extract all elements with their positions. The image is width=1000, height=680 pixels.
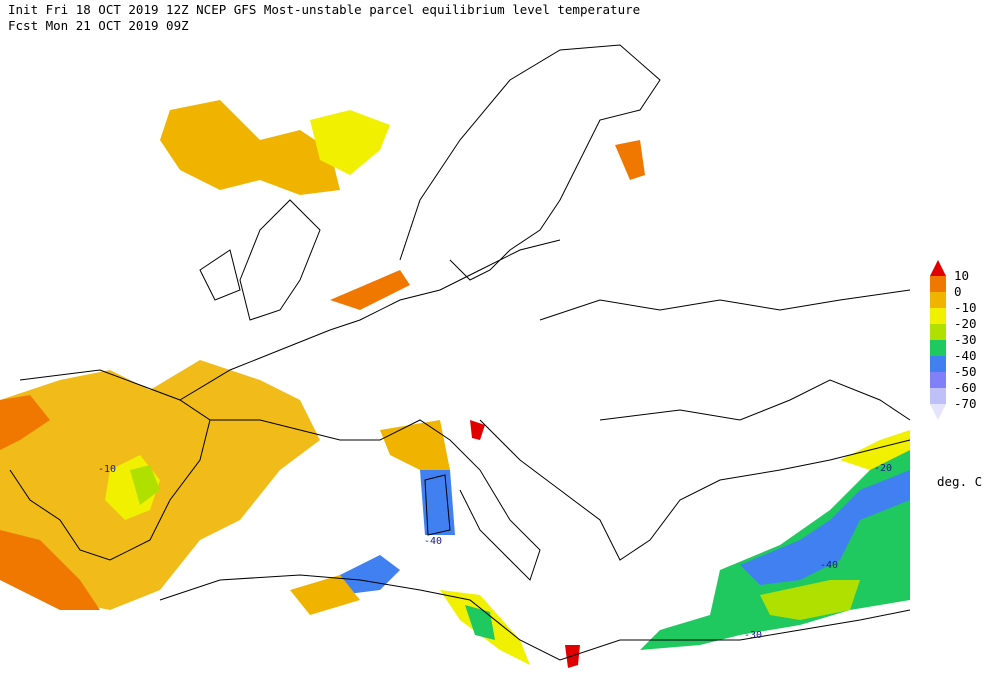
legend-swatch [930,372,946,388]
coast-ireland [199,249,241,301]
shade-biscay [0,395,50,450]
coast-scandinavia [399,44,661,281]
shade-north-sea [330,270,410,310]
coast-black-sea [599,379,911,421]
coastlines [9,44,911,661]
legend-swatch [930,276,946,292]
shade-levant [840,430,910,470]
coast-britain [239,199,321,321]
legend-label: -60 [954,380,977,395]
legend-label: -20 [954,316,977,331]
shade-algeria [290,575,360,615]
shade-atlantic [0,530,100,610]
shade-ligurian [380,420,450,470]
border-east [539,289,911,321]
contour-label: -40 [820,560,838,571]
legend-label: 10 [954,268,969,283]
field-shading [0,100,910,668]
legend-swatch [930,356,946,372]
contour-label: -20 [874,463,892,474]
legend-swatch [930,340,946,356]
legend-label: -40 [954,348,977,363]
legend-arrow-top [930,260,946,276]
legend-label: 0 [954,284,962,299]
legend-label: -70 [954,396,977,411]
header-line-1: Init Fri 18 OCT 2019 12Z NCEP GFS Most-u… [8,2,640,17]
units-label: deg. C [937,474,982,489]
header-line-2: Fcst Mon 21 OCT 2019 09Z [8,18,189,33]
coast-balkans [479,419,911,561]
legend: 100-10-20-30-40-50-60-70 [930,260,977,420]
legend-label: -50 [954,364,977,379]
contour-label: -40 [424,536,442,547]
legend-arrow-bottom [930,404,946,420]
shade-spain-green [130,465,160,505]
coast-italy [210,419,541,581]
legend-swatch [930,308,946,324]
legend-label: -10 [954,300,977,315]
legend-swatch [930,324,946,340]
coast-iberia [9,369,211,561]
legend-swatch [930,388,946,404]
contour-label: -30 [744,630,762,641]
shade-north-atlantic [160,100,340,195]
coast-corsica [424,474,451,536]
legend-label: -30 [954,332,977,347]
shade-russia [615,140,645,180]
shade-east-med-yellowgreen [760,580,860,620]
shade-norwegian-sea [310,110,390,175]
shade-adriatic [470,420,485,440]
shade-east-med-blue [740,470,910,585]
contour-label: -10 [98,464,116,475]
shade-iberia [0,360,320,610]
legend-swatch [930,292,946,308]
coast-africa [159,574,911,661]
shade-red-libya [565,645,580,668]
